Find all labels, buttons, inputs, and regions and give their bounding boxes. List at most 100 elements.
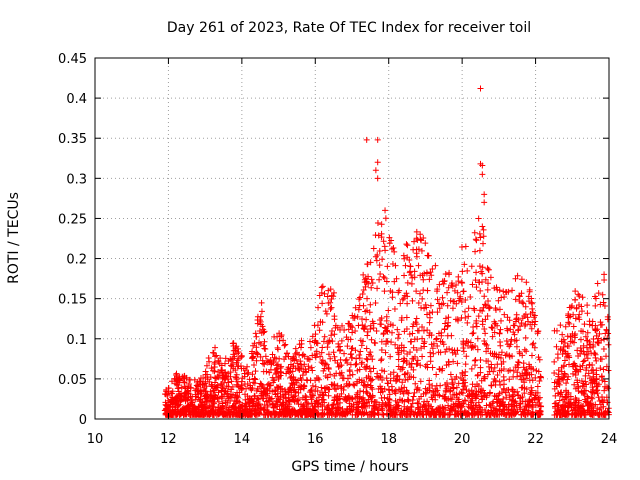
data-point [580,358,587,365]
data-point [426,319,433,326]
data-point [212,344,219,351]
data-point [416,387,423,394]
data-point [404,389,411,396]
data-point [474,335,481,342]
data-point [458,279,465,286]
data-point [215,398,222,405]
data-point [290,374,297,381]
data-point [567,338,574,345]
data-point [395,331,402,338]
data-point [229,403,236,410]
data-point [458,244,465,251]
data-point [277,369,284,376]
data-point [464,267,471,274]
data-point [268,395,275,402]
data-point [435,300,442,307]
data-point [363,355,370,362]
data-point [201,411,208,418]
data-point [331,381,338,388]
data-point [404,370,411,377]
chart-title: Day 261 of 2023, Rate Of TEC Index for r… [167,20,531,36]
data-point [562,394,569,401]
data-point [374,219,381,226]
data-point [455,398,462,405]
data-point [250,355,257,362]
data-point [605,367,612,374]
data-point [241,370,248,377]
data-point [558,389,565,396]
data-point [288,392,295,399]
data-point [567,396,574,403]
data-point [500,373,507,380]
data-point [531,344,538,351]
data-point [185,383,192,390]
data-point [416,290,423,297]
data-point [505,406,512,413]
data-point [321,385,328,392]
x-tick-label: 12 [160,432,177,447]
data-point [488,324,495,331]
data-point [590,343,597,350]
data-point [297,386,304,393]
data-point [570,363,577,370]
data-point [305,401,312,408]
data-point [254,350,261,357]
data-point [487,389,494,396]
data-point [204,374,211,381]
data-point [441,326,448,333]
data-point [180,410,187,417]
data-point [297,358,304,365]
data-point [578,347,585,354]
data-point [319,300,326,307]
data-point [372,167,379,174]
data-point [239,375,246,382]
data-point [581,357,588,364]
data-point [311,322,318,329]
data-point [327,299,334,306]
data-point [443,379,450,386]
data-point [484,265,491,272]
data-point [291,407,298,414]
data-point [476,263,483,270]
data-point [243,385,250,392]
data-point [257,341,264,348]
data-point [291,386,298,393]
data-point [467,294,474,301]
data-point [435,349,442,356]
data-point [410,344,417,351]
data-point [251,380,258,387]
data-point [485,266,492,273]
data-point [282,395,289,402]
data-point [410,320,417,327]
data-point [448,282,455,289]
data-point [392,397,399,404]
data-point [589,384,596,391]
data-point [521,379,528,386]
data-point [573,305,580,312]
data-point [358,361,365,368]
data-point [174,403,181,410]
grid-lines [95,58,609,419]
data-point [309,382,316,389]
data-point [260,342,267,349]
data-point [472,236,479,243]
data-point [510,322,517,329]
data-point [315,304,322,311]
data-point [453,373,460,380]
data-point [492,406,499,413]
data-point [234,363,241,370]
data-point [485,305,492,312]
data-point [458,389,465,396]
data-point [491,364,498,371]
x-tick-label: 14 [234,432,251,447]
data-point [266,369,273,376]
data-point [389,322,396,329]
data-point [286,369,293,376]
data-point [301,383,308,390]
data-point [433,371,440,378]
data-point [203,398,210,405]
data-point [287,368,294,375]
data-point [368,394,375,401]
data-point [312,383,319,390]
data-point [529,409,536,416]
